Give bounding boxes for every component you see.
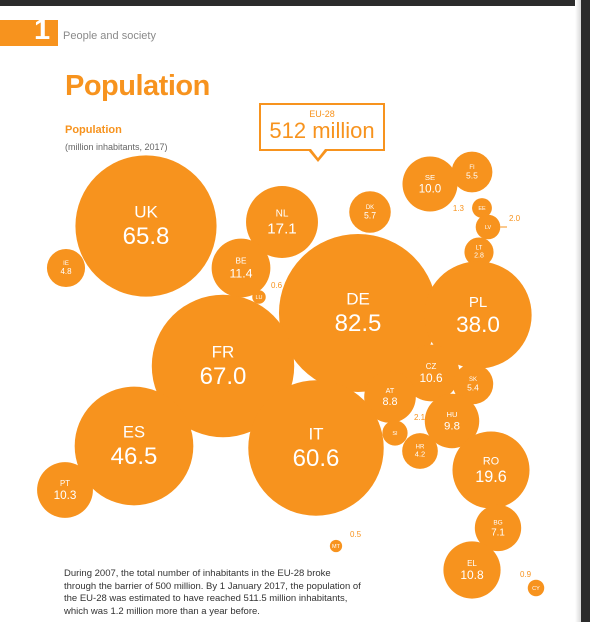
bubble-value-se: 10.0 — [419, 184, 441, 196]
bubble-code-si: SI — [392, 431, 398, 437]
bubble-fi — [451, 151, 493, 193]
bubble-value-dk: 5.7 — [364, 211, 376, 221]
page-shadow — [575, 0, 581, 622]
bubble-value-fi: 5.5 — [466, 170, 478, 180]
bubble-cz — [402, 344, 460, 402]
bubble-code-hr: HR — [416, 444, 425, 450]
bubble-value-mt: 0.5 — [350, 530, 362, 539]
bubble-code-ee: EE — [478, 206, 486, 212]
bubble-es — [74, 386, 194, 506]
bubble-code-fr: FR — [212, 343, 235, 362]
bubble-code-cy: CY — [532, 586, 540, 592]
bubble-code-ro: RO — [483, 455, 499, 467]
bubble-code-se: SE — [425, 173, 435, 182]
chart-subtitle: Population — [65, 124, 122, 136]
bubble-value-hu: 9.8 — [444, 421, 460, 433]
bubble-hu — [424, 393, 480, 449]
bubble-value-lt: 2.8 — [474, 252, 484, 259]
bubble-code-pl: PL — [469, 294, 487, 311]
bubble-code-el: EL — [467, 559, 477, 568]
bubble-it — [248, 380, 384, 516]
bubble-value-ee: 1.3 — [453, 204, 465, 213]
bubble-code-fi: FI — [469, 165, 475, 171]
bubble-code-bg: BG — [493, 520, 502, 527]
bubble-pl — [424, 261, 532, 369]
bubble-code-it: IT — [308, 425, 323, 444]
bubble-code-lu: LU — [255, 295, 262, 301]
bubble-ie — [46, 248, 86, 288]
bubble-value-bg: 7.1 — [491, 527, 505, 538]
bubble-lu — [252, 290, 266, 304]
bubble-value-cy: 0.9 — [520, 570, 532, 579]
bubble-value-it: 60.6 — [293, 445, 340, 472]
bubble-lv — [475, 214, 501, 240]
chapter-title: People and society — [63, 30, 156, 42]
bubble-bg — [474, 504, 522, 552]
bubble-code-hu: HU — [447, 410, 458, 419]
bubble-value-de: 82.5 — [335, 310, 382, 337]
bubble-be — [211, 238, 271, 298]
bubble-code-lv: LV — [485, 225, 492, 231]
bubble-value-lv: 2.0 — [509, 214, 521, 223]
bubble-code-mt: MT — [332, 544, 341, 550]
bubble-uk — [75, 155, 217, 297]
bubble-value-fr: 67.0 — [200, 363, 247, 390]
bubble-value-ro: 19.6 — [475, 468, 506, 486]
bubble-code-lt: LT — [476, 246, 483, 252]
bubble-value-pl: 38.0 — [456, 312, 500, 337]
chapter-number: 1 — [34, 14, 51, 46]
callout-value: 512 million — [269, 118, 375, 143]
bubble-value-es: 46.5 — [111, 443, 158, 470]
bubble-code-dk: DK — [366, 205, 374, 211]
bubble-mt — [329, 539, 343, 553]
footer-paragraph: During 2007, the total number of inhabit… — [64, 568, 361, 617]
callout-pointer-inner — [311, 149, 325, 158]
bubble-code-nl: NL — [276, 209, 289, 220]
bubble-hr — [402, 433, 438, 469]
bubble-value-lu: 0.6 — [271, 281, 283, 290]
bubble-value-uk: 65.8 — [123, 223, 170, 250]
bubble-code-at: AT — [386, 386, 395, 395]
bubble-value-ie: 4.8 — [60, 267, 72, 276]
bubble-lt — [464, 237, 494, 267]
bubble-ro — [452, 431, 530, 509]
bubble-code-de: DE — [346, 290, 370, 309]
window-right-border — [581, 0, 590, 622]
bubble-nl — [246, 186, 318, 258]
bubble-value-cz: 10.6 — [419, 371, 443, 385]
bubble-value-el: 10.8 — [460, 568, 484, 582]
bubble-code-pt: PT — [60, 479, 70, 488]
bubble-value-sk: 5.4 — [467, 382, 479, 392]
bubble-value-pt: 10.3 — [54, 489, 77, 502]
bubble-el — [443, 541, 501, 599]
eu-total-callout: EU-28 512 million — [259, 103, 385, 151]
bubble-de — [278, 233, 438, 393]
bubble-at — [364, 371, 416, 423]
bubble-code-be: BE — [236, 257, 247, 266]
bubble-ee — [472, 198, 492, 218]
bubble-code-sk: SK — [469, 377, 477, 383]
bubble-dk — [349, 191, 391, 233]
bubble-sk — [452, 363, 494, 405]
page-title: Population — [65, 70, 210, 102]
bubble-code-ie: IE — [63, 261, 69, 267]
bubble-value-si: 2.1 — [414, 413, 426, 422]
bubble-pt — [37, 462, 93, 518]
bubble-value-at: 8.8 — [382, 396, 397, 408]
window-top-border — [0, 0, 590, 6]
chart-unit-note: (million inhabitants, 2017) — [65, 142, 168, 152]
bubble-si — [382, 420, 408, 446]
bubble-value-hr: 4.2 — [415, 450, 425, 459]
bubble-value-be: 11.4 — [229, 266, 252, 280]
bubble-cy — [527, 579, 545, 597]
bubble-code-cz: CZ — [426, 362, 437, 371]
callout-label: EU-28 — [309, 109, 335, 119]
chapter-tab — [0, 20, 58, 46]
bubble-code-uk: UK — [134, 203, 158, 222]
bubble-se — [402, 156, 458, 212]
bubble-code-es: ES — [123, 423, 145, 442]
bubble-fr — [151, 294, 295, 438]
bubble-value-nl: 17.1 — [267, 220, 296, 237]
